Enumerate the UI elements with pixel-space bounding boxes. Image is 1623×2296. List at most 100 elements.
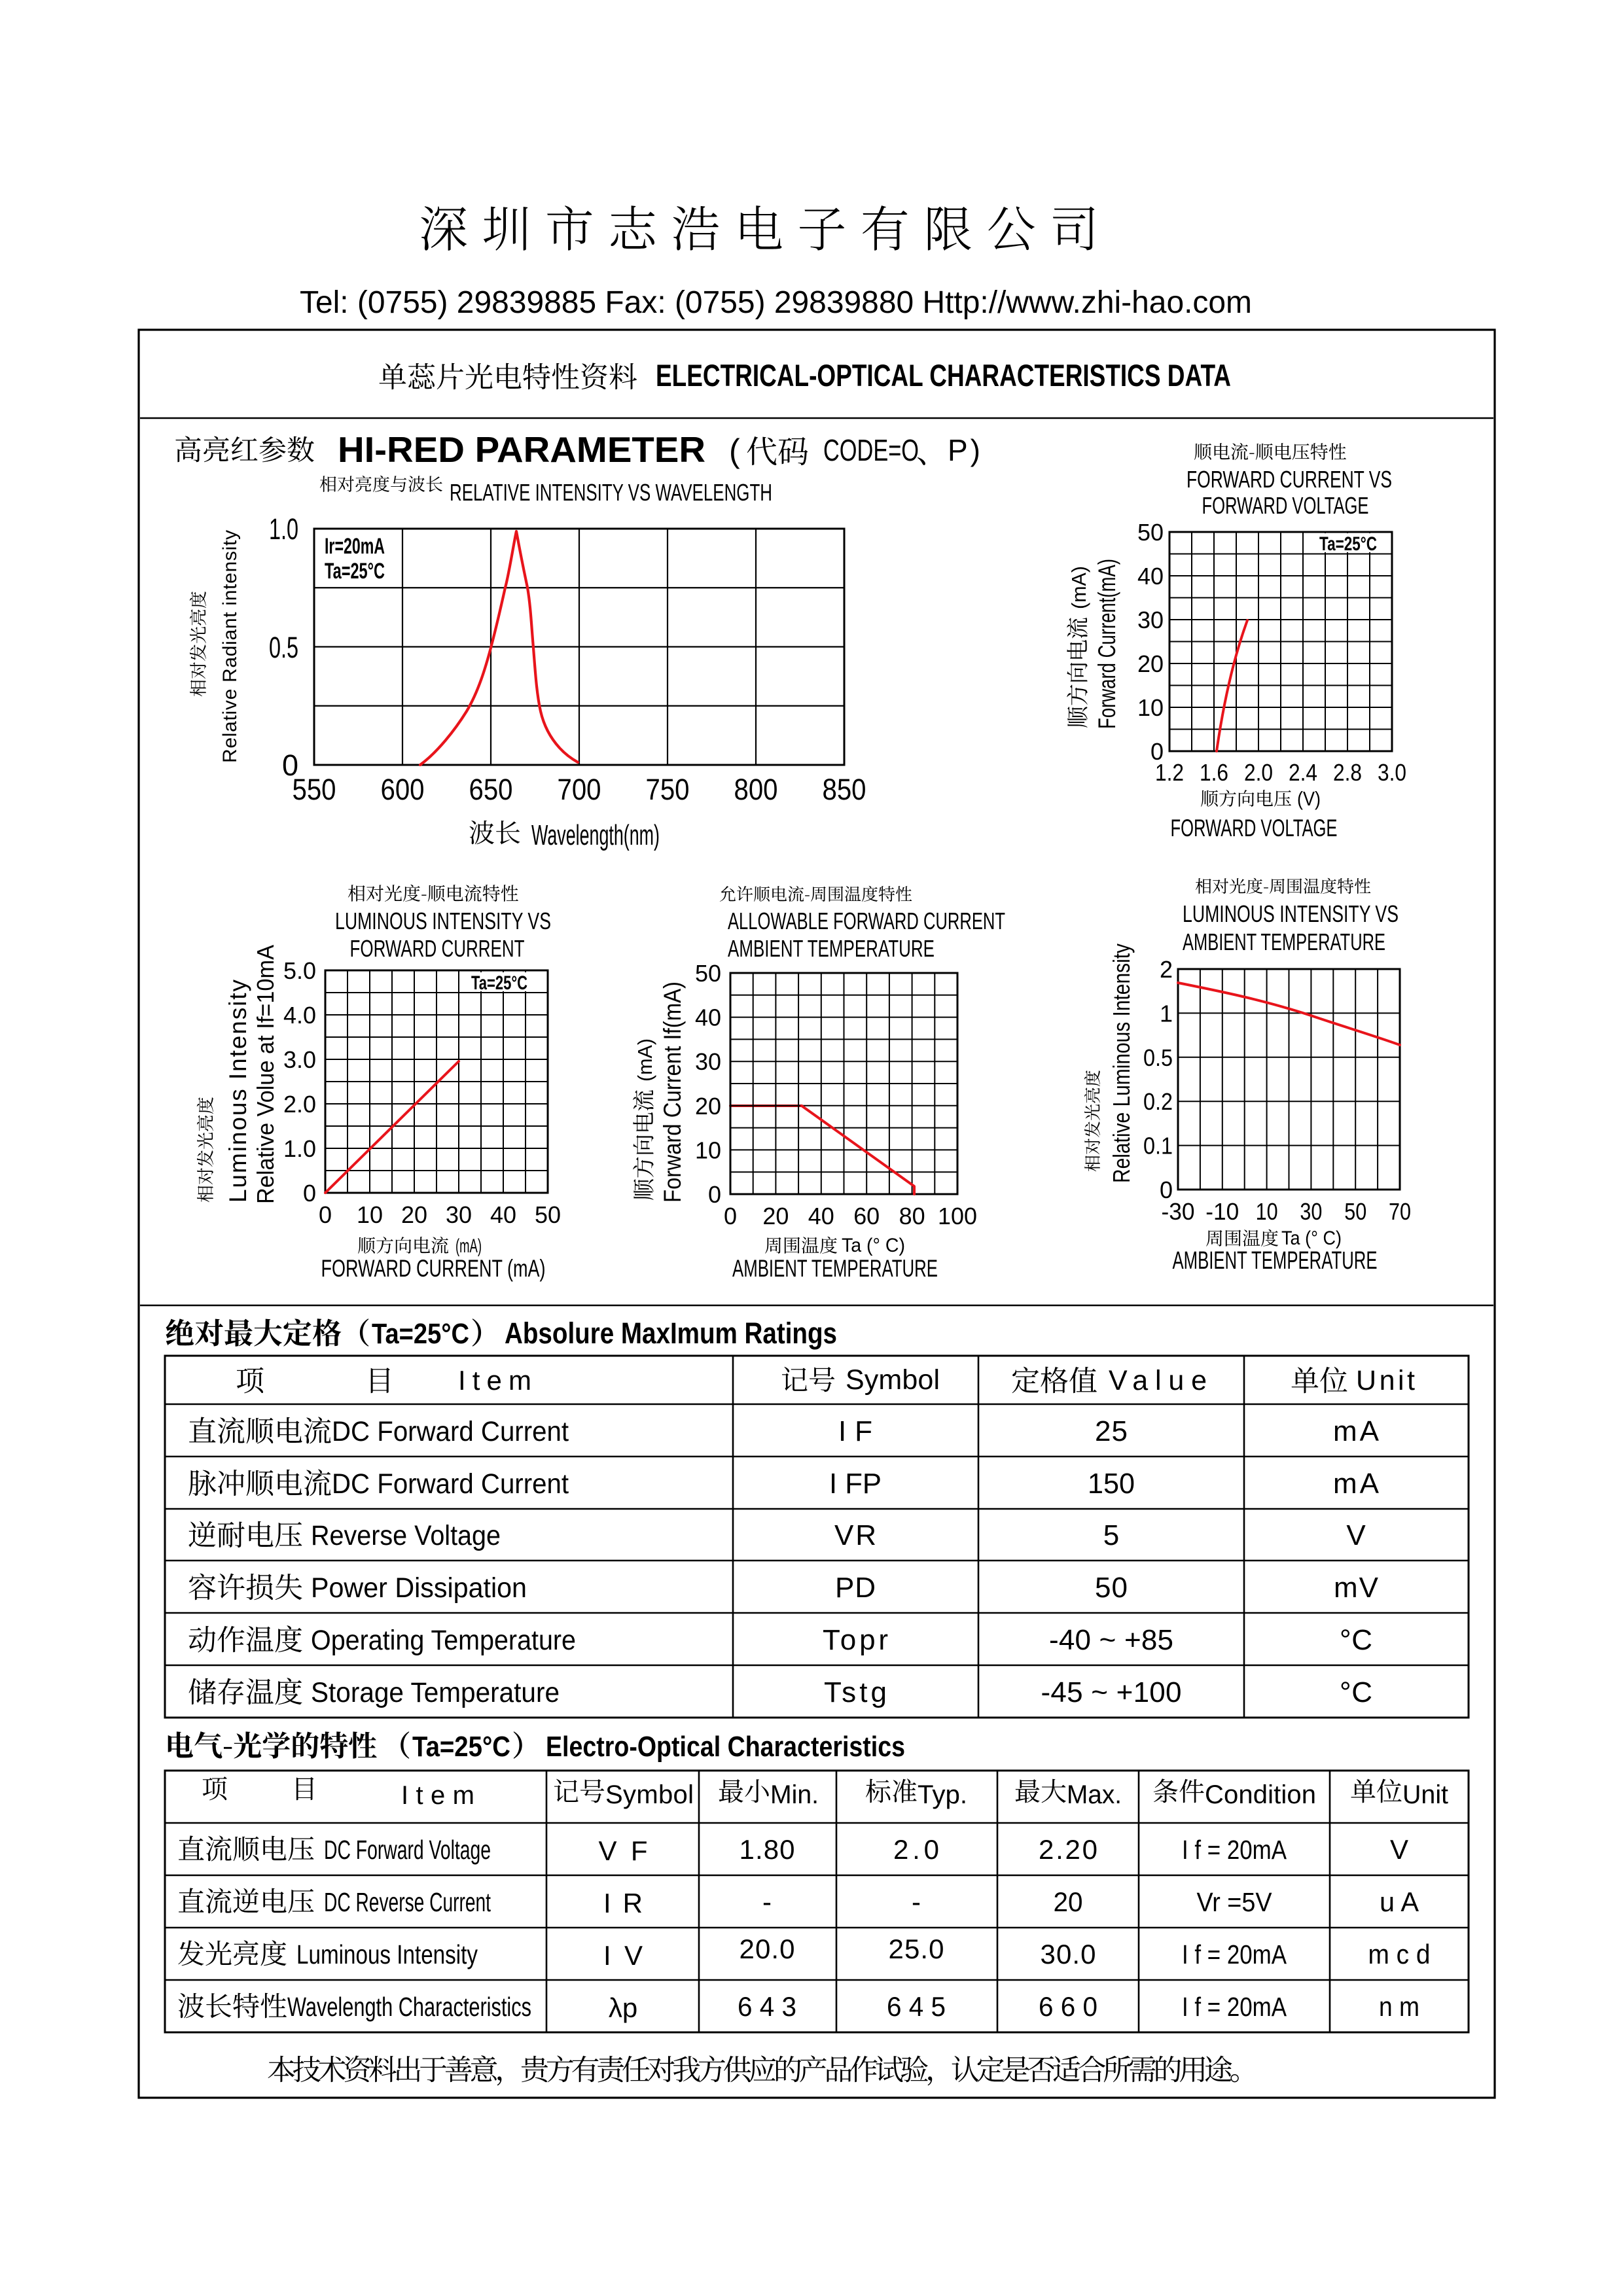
svg-text:600: 600: [381, 773, 425, 806]
svg-text:Wavelength(nm): Wavelength(nm): [531, 819, 660, 851]
svg-text:V: V: [1346, 1519, 1366, 1551]
svg-text:6 6 0: 6 6 0: [1039, 1991, 1097, 2022]
svg-text:800: 800: [734, 773, 778, 806]
svg-text:10: 10: [695, 1137, 721, 1163]
svg-text:P): P): [948, 433, 980, 467]
svg-text:150: 150: [1088, 1468, 1135, 1500]
svg-text:2: 2: [1160, 956, 1173, 983]
svg-text:PD: PD: [835, 1572, 876, 1604]
svg-text:3.0: 3.0: [1378, 759, 1406, 786]
svg-text:0.5: 0.5: [1143, 1044, 1173, 1071]
svg-text:I f = 20mA: I f = 20mA: [1182, 1992, 1287, 2022]
svg-text:Value: Value: [1109, 1365, 1207, 1396]
svg-text:(mA): (mA): [633, 1038, 656, 1082]
svg-text:Luminous Intensity: Luminous Intensity: [224, 980, 251, 1203]
svg-text:25: 25: [1095, 1415, 1128, 1447]
svg-text:4.0: 4.0: [283, 1002, 316, 1029]
svg-text:20: 20: [695, 1093, 721, 1120]
svg-text:30: 30: [446, 1201, 472, 1228]
svg-text:m c d: m c d: [1368, 1939, 1431, 1969]
svg-text:50: 50: [1137, 519, 1164, 546]
svg-text:10: 10: [357, 1201, 383, 1228]
svg-text:AMBIENT TEMPERATURE: AMBIENT TEMPERATURE: [728, 935, 935, 962]
svg-text:V: V: [1390, 1834, 1408, 1865]
svg-text:(mA): (mA): [1067, 566, 1090, 609]
svg-text:Topr: Topr: [823, 1624, 888, 1656]
svg-text:20: 20: [1137, 650, 1164, 677]
svg-text:6 4 5: 6 4 5: [887, 1991, 946, 2022]
svg-text:650: 650: [469, 773, 513, 806]
svg-text:Ta=25°C: Ta=25°C: [471, 972, 527, 994]
svg-text:0: 0: [319, 1201, 332, 1228]
svg-text:750: 750: [646, 773, 690, 806]
svg-text:2.0: 2.0: [893, 1834, 939, 1865]
svg-text:40: 40: [490, 1201, 516, 1228]
svg-text:30: 30: [1137, 607, 1164, 633]
svg-text:Symbol: Symbol: [846, 1364, 940, 1396]
svg-text:(V): (V): [1297, 787, 1321, 810]
svg-text:Tel: (0755) 29839885 Fax:: Tel: (0755) 29839885 Fax: (0755) 2983988…: [300, 285, 1252, 320]
svg-text:0.1: 0.1: [1143, 1133, 1173, 1159]
svg-text:Storage Temperature: Storage Temperature: [311, 1677, 560, 1708]
svg-text:Min.: Min.: [770, 1780, 819, 1809]
svg-text:n m: n m: [1379, 1991, 1419, 2022]
svg-text:Ta=25°C: Ta=25°C: [1319, 533, 1377, 555]
svg-text:0: 0: [303, 1180, 316, 1207]
svg-text:2.0: 2.0: [283, 1091, 316, 1118]
svg-text:Ta=25°C: Ta=25°C: [412, 1731, 510, 1763]
svg-text:I FP: I FP: [829, 1468, 882, 1500]
svg-text:Ta=25°C: Ta=25°C: [372, 1318, 469, 1350]
svg-text:Ir=20mA: Ir=20mA: [325, 534, 385, 559]
svg-text:20: 20: [1054, 1886, 1083, 1917]
svg-text:Symbol: Symbol: [605, 1780, 694, 1809]
svg-text:0: 0: [724, 1203, 737, 1229]
svg-text:DC Reverse Current: DC Reverse Current: [324, 1887, 491, 1917]
svg-text:Ta (° C): Ta (° C): [1281, 1227, 1342, 1249]
svg-text:mA: mA: [1333, 1468, 1380, 1500]
svg-text:I R: I R: [603, 1888, 643, 1918]
svg-text:ELECTRICAL-OPTICAL CHARACTERI: ELECTRICAL-OPTICAL CHARACTERISTICS DATA: [656, 358, 1231, 393]
svg-text:Typ.: Typ.: [918, 1780, 967, 1809]
svg-text:Max.: Max.: [1067, 1780, 1122, 1809]
svg-text:20: 20: [762, 1203, 789, 1229]
svg-text:Operating Temperature: Operating Temperature: [311, 1625, 576, 1656]
svg-text:50: 50: [1095, 1572, 1128, 1604]
svg-text:0.2: 0.2: [1143, 1088, 1173, 1115]
svg-text:30: 30: [1300, 1198, 1322, 1225]
svg-text:3.0: 3.0: [283, 1046, 316, 1073]
svg-text:1.0: 1.0: [269, 512, 298, 546]
svg-text:1.80: 1.80: [740, 1834, 795, 1865]
svg-text:Condition: Condition: [1205, 1780, 1316, 1809]
svg-text:Relative Radiant intensity: Relative Radiant intensity: [219, 530, 241, 763]
svg-text:40: 40: [1137, 563, 1164, 590]
svg-text:0: 0: [1160, 1176, 1173, 1203]
svg-text:-: -: [762, 1886, 772, 1917]
svg-text:Electro-Optical Characteristic: Electro-Optical Characteristics: [546, 1731, 905, 1763]
svg-text:5.0: 5.0: [283, 957, 316, 984]
svg-text:FORWARD CURRENT: FORWARD CURRENT: [350, 935, 525, 962]
svg-text:70: 70: [1389, 1198, 1411, 1225]
svg-text:FORWARD VOLTAGE: FORWARD VOLTAGE: [1202, 492, 1369, 519]
svg-text:25.0: 25.0: [889, 1934, 944, 1964]
svg-text:Vr =5V: Vr =5V: [1197, 1887, 1273, 1917]
svg-text:DC Forward Current: DC Forward Current: [332, 1468, 569, 1500]
svg-text:-10: -10: [1205, 1198, 1239, 1225]
svg-text:1.2: 1.2: [1155, 759, 1184, 786]
svg-text:Relative Luminous Intensity: Relative Luminous Intensity: [1108, 944, 1135, 1183]
svg-text:°C: °C: [1340, 1624, 1372, 1656]
svg-text:ALLOWABLE FORWARD CURRENT: ALLOWABLE FORWARD CURRENT: [728, 908, 1005, 934]
svg-text:VR: VR: [834, 1519, 876, 1551]
svg-text:Tstg: Tstg: [824, 1676, 887, 1708]
svg-text:Absolure MaxImum Ratings: Absolure MaxImum Ratings: [505, 1316, 837, 1350]
svg-text:100: 100: [938, 1203, 977, 1229]
svg-text:IF: IF: [838, 1415, 872, 1447]
svg-text:RELATIVE INTENSITY VS WAVEL: RELATIVE INTENSITY VS WAVELENGTH: [450, 479, 772, 506]
svg-text:700: 700: [558, 773, 601, 806]
svg-text:Relative Volue at If=10mA: Relative Volue at If=10mA: [252, 945, 279, 1204]
svg-text:(: (: [729, 433, 740, 469]
svg-text:mV: mV: [1334, 1572, 1379, 1604]
svg-text:30: 30: [695, 1048, 721, 1075]
svg-text:Unit: Unit: [1402, 1780, 1448, 1809]
svg-text:850: 850: [823, 773, 866, 806]
svg-text:550: 550: [293, 773, 336, 806]
